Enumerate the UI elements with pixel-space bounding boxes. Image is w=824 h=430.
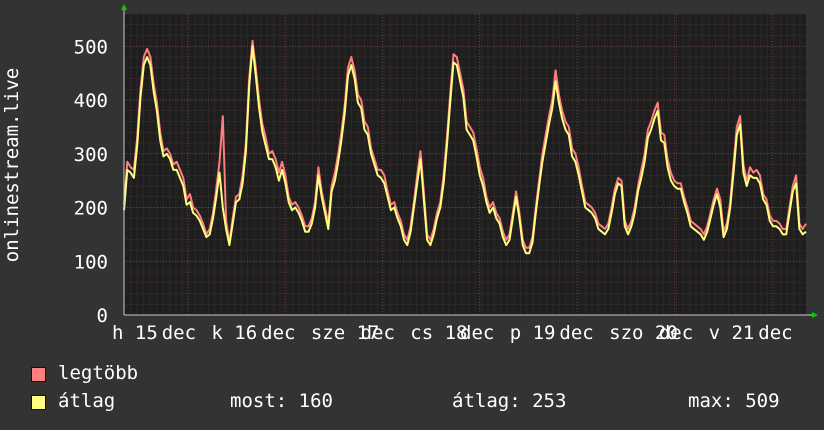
x-tick-label: dec <box>659 322 693 344</box>
x-axis-arrow <box>812 312 818 318</box>
axes <box>121 4 818 318</box>
y-tick-label: 300 <box>74 144 108 166</box>
x-tick-label: sze 17 <box>311 322 380 344</box>
x-tick-label: dec <box>460 322 494 344</box>
x-tick-label: dec <box>162 322 196 344</box>
y-tick-label: 100 <box>74 251 108 273</box>
stat-average: átlag: 253 <box>452 390 567 412</box>
x-tick-label: dec <box>261 322 295 344</box>
y-tick-labels: 0 100 200 300 400 500 <box>74 36 108 327</box>
x-tick-label: cs 18 <box>410 322 467 344</box>
y-axis-arrow <box>121 4 127 10</box>
x-tick-label: dec <box>361 322 395 344</box>
legend-swatch-avg <box>31 395 46 410</box>
x-tick-label: dec <box>758 322 792 344</box>
y-tick-label: 400 <box>74 90 108 112</box>
x-tick-label: v 21 <box>709 322 755 344</box>
x-tick-label: szo 20 <box>609 322 678 344</box>
stat-current: most: 160 <box>230 390 333 412</box>
x-tick-label: h 15 <box>112 322 158 344</box>
y-axis-label: onlinestream.live <box>1 68 23 262</box>
series-line-1 <box>123 45 807 255</box>
legend-label-avg: átlag <box>58 390 116 412</box>
legend-swatch-max <box>31 367 46 382</box>
y-tick-label: 500 <box>74 36 108 58</box>
y-tick-label: 0 <box>97 305 108 327</box>
stat-max: max: 509 <box>688 390 780 412</box>
grid <box>123 13 806 316</box>
x-tick-label: dec <box>559 322 593 344</box>
x-tick-label: k 16 <box>211 322 257 344</box>
y-tick-label: 200 <box>74 198 108 220</box>
x-tick-label: p 19 <box>510 322 556 344</box>
legend-label-max: legtöbb <box>58 362 139 384</box>
series-layer <box>123 39 807 255</box>
